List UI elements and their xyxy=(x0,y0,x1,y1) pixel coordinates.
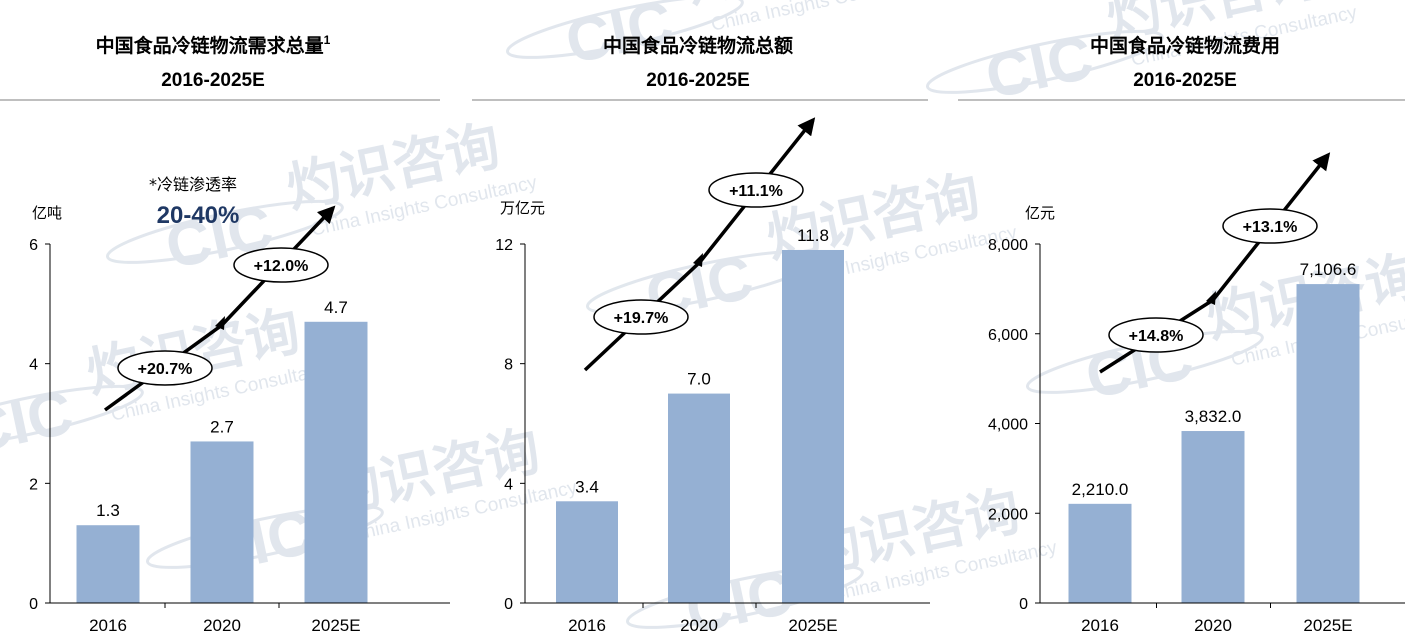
bar-2020 xyxy=(190,441,254,603)
bar-value-label: 2.7 xyxy=(210,417,234,436)
y-tick-label: 8,000 xyxy=(988,237,1028,254)
y-tick-label: 2,000 xyxy=(988,506,1028,523)
chart-panel-2: 中国食品冷链物流总额 2016-2025E 万亿元 3.4 2016 7.0 2020 11.… xyxy=(472,34,930,635)
chart-title: 中国食品冷链物流需求总量1 xyxy=(96,33,331,57)
cagr-bubble xyxy=(593,299,689,335)
x-tick-label: 2020 xyxy=(680,616,718,635)
bar-value-label: 3,832.0 xyxy=(1185,407,1242,426)
chart-title: 中国食品冷链物流费用 xyxy=(1090,34,1280,57)
cagr-bubble xyxy=(117,350,213,386)
bar-2025E xyxy=(782,249,844,603)
charts-layer: 中国食品冷链物流需求总量12016-2025E亿吨1.320162.720204… xyxy=(0,33,1405,635)
y-axis-unit: 万亿元 xyxy=(500,199,545,217)
bar-2025E xyxy=(304,321,368,603)
x-tick-label: 2025E xyxy=(311,616,360,635)
y-tick-label: 8 xyxy=(504,357,513,374)
watermark-en: China Insights Consultancy xyxy=(709,0,939,36)
x-tick-label: 2016 xyxy=(1081,616,1119,635)
chart-subtitle: 2016-2025E xyxy=(1133,70,1237,91)
cagr-bubble xyxy=(1108,317,1204,353)
growth-arrow-midpoint xyxy=(215,316,225,330)
y-tick-label: 12 xyxy=(495,237,513,254)
bar-value-label: 3.4 xyxy=(575,477,599,496)
cagr-label: +19.7% xyxy=(614,310,669,327)
cagr-label: +14.8% xyxy=(1129,328,1184,345)
y-tick-label: 0 xyxy=(504,596,513,613)
bar-value-label: 2,210.0 xyxy=(1072,480,1129,499)
cagr-bubble xyxy=(708,172,804,208)
y-tick-label: 6 xyxy=(29,237,38,254)
y-tick-label: 4 xyxy=(504,476,513,493)
watermark-logo: CIC xyxy=(980,23,1099,113)
cagr-label: +11.1% xyxy=(729,183,783,200)
bar-value-label: 1.3 xyxy=(96,501,120,520)
chart-panel-1: 中国食品冷链物流需求总量12016-2025E亿吨1.320162.720204… xyxy=(0,33,450,635)
cagr-label: +12.0% xyxy=(254,258,309,275)
bar-2016 xyxy=(76,525,140,603)
chart-subtitle: 2016-2025E xyxy=(161,70,265,91)
cagr-label: +13.1% xyxy=(1243,219,1298,236)
y-tick-label: 0 xyxy=(1019,596,1028,613)
chart-title: 中国食品冷链物流总额 xyxy=(603,34,793,57)
x-tick-label: 2020 xyxy=(203,616,241,635)
y-tick-label: 2 xyxy=(29,476,38,493)
cagr-bubble xyxy=(233,247,329,283)
bar-value-label: 11.8 xyxy=(797,226,829,245)
penetration-label: *冷链渗透率 xyxy=(149,175,237,194)
y-tick-label: 0 xyxy=(29,596,38,613)
bar-2025E xyxy=(1296,284,1360,603)
x-tick-label: 2016 xyxy=(89,616,127,635)
bar-value-label: 4.7 xyxy=(324,298,348,317)
bar-2016 xyxy=(556,501,618,603)
y-axis-unit: 亿吨 xyxy=(32,204,62,222)
bar-2020 xyxy=(1181,431,1245,603)
cagr-label: +20.7% xyxy=(138,361,193,378)
x-tick-label: 2025E xyxy=(1303,616,1352,635)
title-footnote-marker: 1 xyxy=(324,33,331,47)
x-tick-label: 2016 xyxy=(568,616,606,635)
y-tick-label: 4,000 xyxy=(988,417,1028,434)
x-tick-label: 2020 xyxy=(1194,616,1232,635)
chart-subtitle: 2016-2025E xyxy=(646,70,750,91)
bar-value-label: 7,106.6 xyxy=(1300,260,1357,279)
y-tick-label: 4 xyxy=(29,357,38,374)
growth-arrow-midpoint xyxy=(1206,291,1216,305)
bar-2016 xyxy=(1068,503,1132,603)
penetration-value: 20-40% xyxy=(157,202,240,229)
cagr-bubble xyxy=(1222,208,1318,244)
bar-value-label: 7.0 xyxy=(687,370,711,389)
x-tick-label: 2025E xyxy=(788,616,837,635)
chart-panel-3: 中国食品冷链物流费用 2016-2025E 亿元 2,210.0 2016 3,832.0… xyxy=(958,34,1405,635)
bar-2020 xyxy=(668,393,730,603)
watermark-logo: CIC xyxy=(0,378,79,468)
growth-arrow-midpoint xyxy=(693,253,703,267)
y-axis-unit: 亿元 xyxy=(1025,204,1055,222)
y-tick-label: 6,000 xyxy=(988,327,1028,344)
